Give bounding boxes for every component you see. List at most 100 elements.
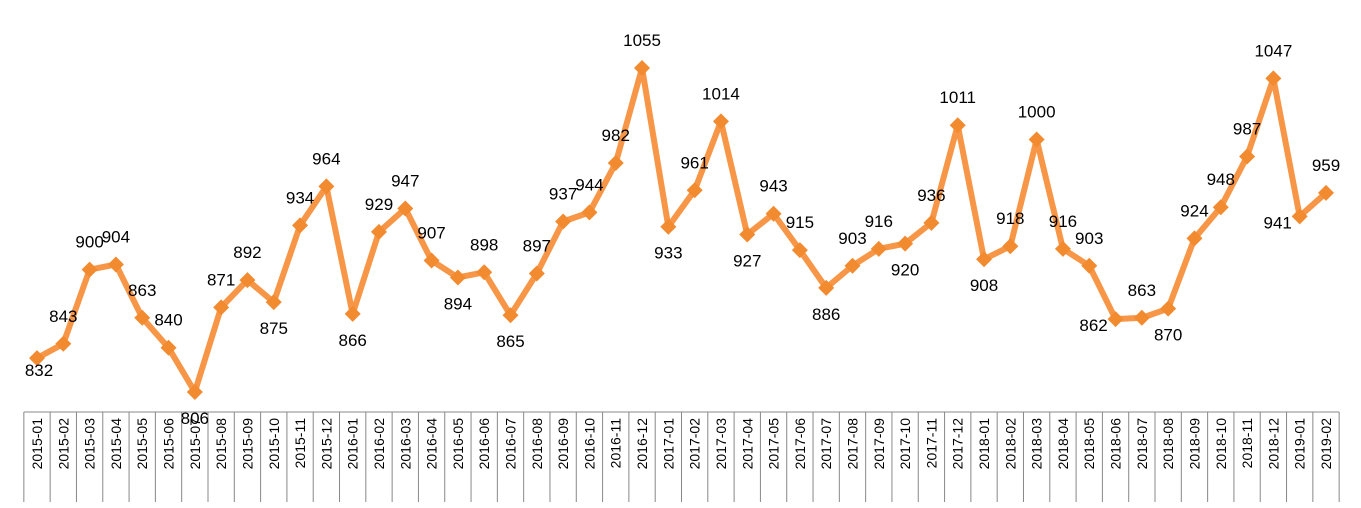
x-tick-label: 2015-01	[29, 418, 45, 470]
data-label: 897	[523, 237, 551, 256]
data-point-marker	[581, 204, 598, 221]
data-point-marker	[239, 272, 256, 289]
data-label: 943	[759, 177, 787, 196]
data-point-marker	[160, 339, 177, 356]
data-point-marker	[1212, 199, 1229, 216]
data-label: 863	[128, 281, 156, 300]
x-tick-label: 2018-02	[1002, 418, 1018, 470]
data-point-marker	[712, 113, 729, 130]
x-tick-label: 2015-08	[213, 418, 229, 470]
data-point-marker	[1239, 148, 1256, 165]
x-tick-label: 2016-05	[450, 418, 466, 470]
x-tick-label: 2018-01	[976, 418, 992, 470]
x-tick-label: 2017-11	[923, 418, 939, 469]
x-tick-labels: 2015-01 2015-02 2015-03 2015-04 2015-05 2015-…	[29, 418, 1334, 470]
data-label: 892	[233, 243, 261, 262]
data-label: 862	[1079, 316, 1107, 335]
data-point-marker	[555, 213, 572, 230]
data-point-marker	[765, 205, 782, 222]
data-point-marker	[29, 350, 45, 367]
x-tick-label: 2017-03	[713, 418, 729, 470]
data-label: 915	[786, 213, 814, 232]
data-label: 894	[444, 294, 472, 313]
data-label: 944	[575, 175, 603, 194]
data-point-marker	[1028, 131, 1045, 148]
data-label: 947	[391, 172, 419, 191]
data-point-marker	[976, 251, 993, 268]
x-tick-label: 2018-11	[1239, 418, 1255, 469]
x-tick-label: 2017-04	[739, 418, 755, 470]
series-line	[29, 60, 1334, 400]
data-point-marker	[634, 60, 651, 76]
x-tick-label: 2018-07	[1134, 418, 1150, 470]
data-point-marker	[1160, 300, 1177, 317]
data-label: 987	[1233, 119, 1261, 138]
data-point-marker	[55, 335, 72, 352]
data-point-marker	[449, 269, 466, 286]
data-label: 904	[102, 227, 130, 246]
data-point-marker	[1265, 70, 1282, 87]
x-tick-label: 2015-02	[55, 418, 71, 470]
data-label: 964	[312, 149, 340, 168]
data-label: 886	[812, 305, 840, 324]
data-point-marker	[791, 242, 808, 259]
data-point-marker	[1133, 309, 1150, 326]
x-tick-label: 2016-12	[634, 418, 650, 470]
data-point-marker	[949, 117, 966, 134]
data-label: 920	[891, 261, 919, 280]
data-label: 959	[1312, 156, 1340, 175]
x-tick-label: 2015-07	[187, 418, 203, 470]
data-label: 898	[470, 235, 498, 254]
data-point-marker	[502, 307, 519, 324]
x-tick-label: 2015-09	[239, 418, 255, 470]
data-point-marker	[870, 240, 887, 257]
x-tick-label: 2016-01	[345, 418, 361, 470]
data-label: 936	[917, 186, 945, 205]
x-tick-label: 2015-10	[266, 418, 282, 470]
data-label: 870	[1154, 326, 1182, 345]
data-point-marker	[1186, 230, 1203, 247]
x-tick-label: 2016-10	[581, 418, 597, 470]
x-tick-label: 2016-03	[397, 418, 413, 470]
x-tick-label: 2018-12	[1265, 418, 1281, 470]
x-tick-label: 2019-01	[1292, 418, 1308, 470]
x-tick-label: 2015-12	[318, 418, 334, 470]
x-tick-label: 2017-08	[844, 418, 860, 470]
x-tick-label: 2018-08	[1160, 418, 1176, 470]
data-label: 908	[970, 276, 998, 295]
data-label: 907	[417, 224, 445, 243]
data-point-marker	[686, 182, 703, 199]
data-label: 863	[1128, 281, 1156, 300]
data-label: 865	[496, 332, 524, 351]
x-tick-label: 2016-09	[555, 418, 571, 470]
data-point-marker	[107, 256, 124, 273]
data-label: 924	[1180, 201, 1208, 220]
data-label: 916	[865, 212, 893, 231]
x-tick-label: 2015-11	[292, 418, 308, 469]
data-point-marker	[265, 294, 282, 311]
data-label: 866	[338, 331, 366, 350]
x-tick-label: 2017-07	[818, 418, 834, 470]
data-label: 840	[154, 311, 182, 330]
data-point-marker	[844, 257, 861, 274]
x-tick-label: 2018-10	[1213, 418, 1229, 470]
data-label: 941	[1264, 213, 1292, 232]
data-point-marker	[423, 252, 440, 269]
x-tick-label: 2015-04	[108, 418, 124, 470]
data-label: 875	[260, 319, 288, 338]
x-tick-label: 2018-04	[1055, 418, 1071, 470]
data-label: 927	[733, 252, 761, 271]
data-point-marker	[81, 261, 98, 278]
x-tick-label: 2017-12	[950, 418, 966, 470]
x-tick-label: 2016-08	[529, 418, 545, 470]
data-label: 1047	[1254, 41, 1292, 60]
data-point-marker	[318, 178, 335, 195]
x-tick-label: 2017-09	[871, 418, 887, 470]
data-point-marker	[897, 235, 914, 252]
data-point-marker	[607, 154, 624, 171]
x-tick-label: 2016-06	[476, 418, 492, 470]
data-label: 903	[838, 229, 866, 248]
data-point-marker	[134, 309, 151, 326]
